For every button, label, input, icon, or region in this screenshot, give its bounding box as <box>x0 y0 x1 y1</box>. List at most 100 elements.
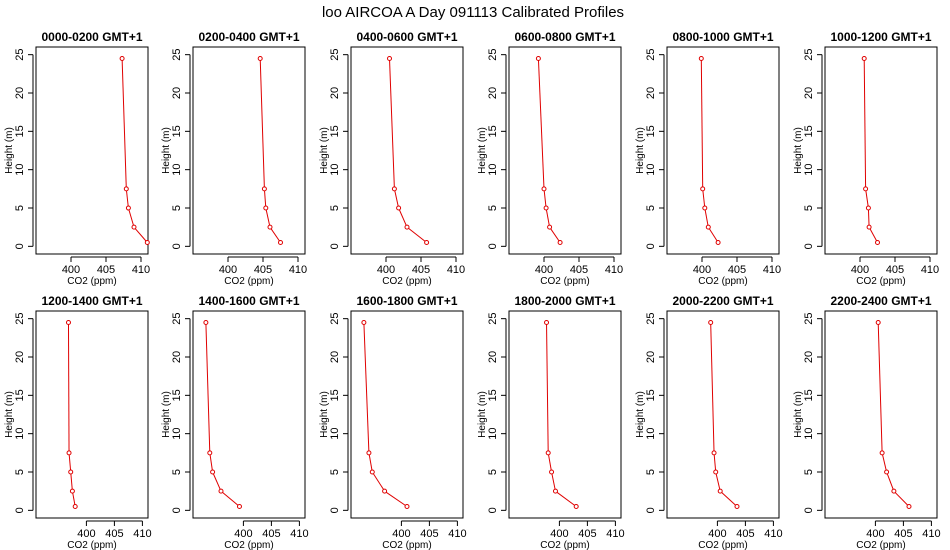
profile-line-segment <box>545 207 551 228</box>
x-axis-label: CO2 (ppm) <box>67 540 116 550</box>
y-tick-label: 0 <box>487 243 499 249</box>
x-axis-label: CO2 (ppm) <box>224 540 273 550</box>
panel-title: 0000-0200 GMT+1 <box>41 30 142 44</box>
profile-point <box>261 186 267 192</box>
plot-frame <box>824 46 938 255</box>
y-tick-label: 15 <box>487 125 499 137</box>
profile-point <box>263 205 269 211</box>
y-tick-label: 25 <box>645 313 657 325</box>
profile-point <box>708 320 714 325</box>
x-tick-label: 400 <box>535 264 553 276</box>
x-tick-label: 405 <box>262 528 280 540</box>
profile-point <box>65 320 71 325</box>
y-tick-label: 15 <box>171 389 183 401</box>
y-tick-label: 0 <box>803 507 815 513</box>
profile-point <box>391 186 397 192</box>
profile-line-segment <box>867 207 870 228</box>
y-tick-label: 10 <box>645 428 657 440</box>
y-tick-label: 15 <box>14 125 26 137</box>
y-tick-label: 25 <box>14 49 26 61</box>
x-tick-label: 410 <box>289 264 307 276</box>
profile-line-segment <box>68 452 72 473</box>
y-tick-label: 15 <box>487 389 499 401</box>
x-tick-label: 410 <box>764 528 782 540</box>
x-tick-label: 410 <box>606 528 624 540</box>
profile-line-segment <box>704 207 709 228</box>
profile-line-segment <box>865 188 869 209</box>
profile-point <box>884 469 890 475</box>
profile-point <box>203 320 209 325</box>
profile-line-segment <box>555 490 577 507</box>
y-tick-label: 0 <box>803 243 815 249</box>
profile-panel: 1000-1200 GMT+1 400 405 410 CO2 (ppm) 0 5 10 15 2… <box>793 30 939 287</box>
y-tick-label: 15 <box>329 125 341 137</box>
profile-point <box>547 224 553 230</box>
profile-line-segment <box>220 490 240 507</box>
x-axis-label: CO2 (ppm) <box>698 276 747 287</box>
x-axis-label: CO2 (ppm) <box>698 540 747 550</box>
profile-point <box>865 205 871 211</box>
profile-point <box>396 205 402 211</box>
y-tick-label: 20 <box>329 351 341 363</box>
profile-line-segment <box>209 452 214 473</box>
profile-line-segment <box>121 58 127 189</box>
profile-point <box>366 450 372 456</box>
x-tick-label: 405 <box>578 528 596 540</box>
x-tick-label: 400 <box>377 264 395 276</box>
profile-panel: 0400-0600 GMT+1 400 405 410 CO2 (ppm) 0 5 10 15 2… <box>319 30 465 287</box>
x-tick-label: 400 <box>392 528 410 540</box>
profile-line-segment <box>868 226 878 243</box>
profile-line-segment <box>133 226 148 243</box>
profile-line-segment <box>551 471 556 492</box>
profile-line-segment <box>269 226 281 243</box>
profile-line-segment <box>398 207 408 228</box>
profile-line-segment <box>263 188 267 209</box>
profile-point <box>543 205 549 211</box>
profile-line-segment <box>371 471 386 492</box>
y-axis-label: Height (m) <box>477 127 488 174</box>
x-tick-label: 400 <box>77 528 95 540</box>
profile-point <box>404 504 410 509</box>
x-tick-label: 405 <box>728 264 746 276</box>
plot-frame <box>824 310 938 519</box>
profile-line-segment <box>212 471 222 492</box>
profile-panel: 1200-1400 GMT+1 400 405 410 CO2 (ppm) 0 5 10 15 2… <box>4 294 152 550</box>
profile-point <box>131 224 137 230</box>
y-axis-label: Height (m) <box>319 391 330 438</box>
y-tick-label: 5 <box>329 205 341 211</box>
y-tick-label: 10 <box>171 428 183 440</box>
y-tick-label: 15 <box>645 389 657 401</box>
y-tick-label: 25 <box>14 313 26 325</box>
y-tick-label: 0 <box>329 507 341 513</box>
profile-panel: 1400-1600 GMT+1 400 405 410 CO2 (ppm) 0 5 10 15 2… <box>161 294 309 550</box>
x-axis-label: CO2 (ppm) <box>856 276 905 287</box>
plot-frame <box>35 46 149 255</box>
y-tick-label: 10 <box>645 164 657 176</box>
profile-point <box>387 56 392 61</box>
panels-grid: 0000-0200 GMT+1 400 405 410 CO2 (ppm) 0 5 10 15 2… <box>4 30 941 550</box>
profile-panel: 2000-2200 GMT+1 400 405 410 CO2 (ppm) 0 5 10 15 2… <box>635 294 783 550</box>
y-tick-label: 0 <box>171 243 183 249</box>
panel-title: 0200-0400 GMT+1 <box>198 30 299 44</box>
y-tick-label: 5 <box>171 469 183 475</box>
profile-panel: 2200-2400 GMT+1 400 405 410 CO2 (ppm) 0 5 10 15 2… <box>793 294 941 550</box>
x-tick-label: 405 <box>105 528 123 540</box>
profile-point <box>218 488 224 494</box>
profile-point <box>424 240 430 245</box>
y-tick-label: 20 <box>487 87 499 99</box>
y-tick-label: 15 <box>14 389 26 401</box>
x-tick-label: 405 <box>97 264 115 276</box>
x-tick-label: 410 <box>133 528 151 540</box>
x-tick-label: 405 <box>412 264 430 276</box>
plot-frame <box>350 310 464 519</box>
profile-line-segment <box>700 58 704 189</box>
y-tick-label: 10 <box>14 428 26 440</box>
profile-panel: 1600-1800 GMT+1 400 405 410 CO2 (ppm) 0 5 10 15 2… <box>319 294 467 550</box>
profile-point <box>69 488 75 494</box>
x-tick-label: 410 <box>447 264 465 276</box>
y-tick-label: 5 <box>803 205 815 211</box>
x-axis-label: CO2 (ppm) <box>67 276 116 287</box>
plot-frame <box>666 310 780 519</box>
y-tick-label: 0 <box>171 507 183 513</box>
